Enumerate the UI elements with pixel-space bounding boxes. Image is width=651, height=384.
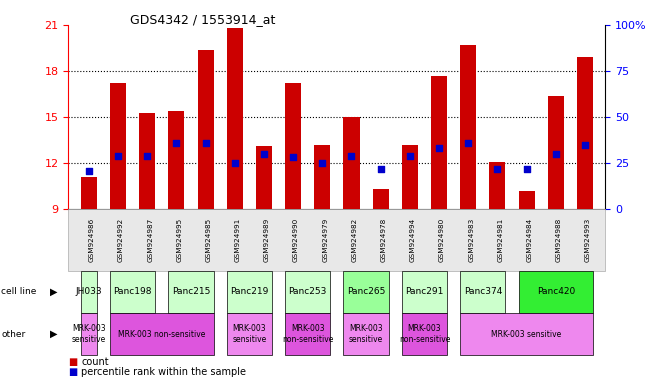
- Bar: [227, 28, 243, 209]
- Text: GSM924989: GSM924989: [264, 218, 270, 262]
- Point: [230, 160, 240, 166]
- Bar: [285, 83, 301, 209]
- Bar: [110, 83, 126, 209]
- Point: [463, 140, 473, 146]
- Text: GSM924986: GSM924986: [89, 218, 95, 262]
- Text: GSM924994: GSM924994: [410, 218, 416, 262]
- Bar: [139, 113, 155, 209]
- Bar: [314, 145, 330, 209]
- Text: Panc219: Panc219: [230, 287, 268, 296]
- Text: Panc374: Panc374: [464, 287, 502, 296]
- Text: other: other: [1, 329, 25, 339]
- Text: MRK-003 non-sensitive: MRK-003 non-sensitive: [118, 329, 206, 339]
- Text: percentile rank within the sample: percentile rank within the sample: [81, 367, 246, 377]
- Text: count: count: [81, 357, 109, 367]
- Bar: [256, 146, 272, 209]
- Text: ■: ■: [68, 357, 77, 367]
- Text: Panc265: Panc265: [347, 287, 385, 296]
- Text: Panc291: Panc291: [406, 287, 443, 296]
- Text: GSM924995: GSM924995: [176, 218, 182, 262]
- Text: GSM924979: GSM924979: [322, 218, 328, 262]
- Text: Panc198: Panc198: [113, 287, 152, 296]
- Point: [171, 140, 182, 146]
- Text: GSM924984: GSM924984: [527, 218, 533, 262]
- Text: Panc215: Panc215: [172, 287, 210, 296]
- Bar: [372, 189, 389, 209]
- Bar: [169, 111, 184, 209]
- Text: Panc253: Panc253: [288, 287, 327, 296]
- Text: GSM924982: GSM924982: [352, 218, 357, 262]
- Text: GSM924991: GSM924991: [235, 218, 241, 262]
- Text: MRK-003 sensitive: MRK-003 sensitive: [492, 329, 562, 339]
- Bar: [519, 191, 534, 209]
- Text: MRK-003
non-sensitive: MRK-003 non-sensitive: [282, 324, 333, 344]
- Text: ▶: ▶: [50, 287, 58, 297]
- Text: MRK-003
sensitive: MRK-003 sensitive: [349, 324, 383, 344]
- Bar: [81, 177, 97, 209]
- Point: [580, 142, 590, 148]
- Text: Panc420: Panc420: [536, 287, 575, 296]
- Bar: [197, 50, 214, 209]
- Point: [142, 152, 152, 159]
- Bar: [577, 57, 593, 209]
- Text: GSM924992: GSM924992: [118, 218, 124, 262]
- Bar: [402, 145, 418, 209]
- Point: [434, 145, 444, 151]
- Bar: [344, 117, 359, 209]
- Text: ▶: ▶: [50, 329, 58, 339]
- Text: GSM924983: GSM924983: [468, 218, 474, 262]
- Text: GSM924987: GSM924987: [147, 218, 153, 262]
- Text: ■: ■: [68, 367, 77, 377]
- Text: GSM924980: GSM924980: [439, 218, 445, 262]
- Text: GSM924988: GSM924988: [556, 218, 562, 262]
- Text: GSM924985: GSM924985: [206, 218, 212, 262]
- Text: GSM924990: GSM924990: [293, 218, 299, 262]
- Point: [113, 152, 123, 159]
- Text: GSM924978: GSM924978: [381, 218, 387, 262]
- Text: MRK-003
sensitive: MRK-003 sensitive: [72, 324, 106, 344]
- Point: [521, 166, 532, 172]
- Point: [492, 166, 503, 172]
- Text: cell line: cell line: [1, 287, 36, 296]
- Point: [551, 151, 561, 157]
- Bar: [490, 162, 505, 209]
- Bar: [460, 45, 477, 209]
- Bar: [547, 96, 564, 209]
- Point: [405, 152, 415, 159]
- Point: [201, 140, 211, 146]
- Text: MRK-003
sensitive: MRK-003 sensitive: [232, 324, 266, 344]
- Text: MRK-003
non-sensitive: MRK-003 non-sensitive: [399, 324, 450, 344]
- Point: [317, 160, 327, 166]
- Text: GSM924993: GSM924993: [585, 218, 591, 262]
- Point: [376, 166, 386, 172]
- Text: GDS4342 / 1553914_at: GDS4342 / 1553914_at: [130, 13, 275, 26]
- Point: [83, 168, 94, 174]
- Bar: [431, 76, 447, 209]
- Text: GSM924981: GSM924981: [497, 218, 503, 262]
- Text: JH033: JH033: [76, 287, 102, 296]
- Point: [346, 152, 357, 159]
- Point: [288, 154, 298, 160]
- Point: [258, 151, 269, 157]
